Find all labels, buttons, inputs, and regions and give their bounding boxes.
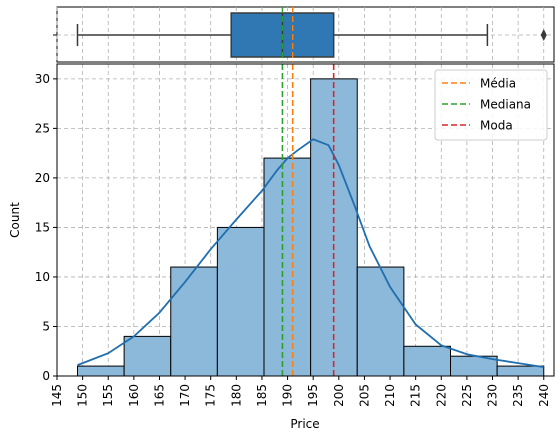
x-tick-label: 155 [101, 384, 115, 407]
histogram-bar [123, 335, 172, 377]
legend: Média Mediana Moda [434, 69, 548, 141]
histogram-panel: 145 150 155 160 165 170 175 180 185 190 195 200 205 2… [8, 63, 555, 431]
histogram-bar [403, 345, 452, 377]
histogram-bar [216, 226, 265, 377]
x-tick-label: 220 [434, 384, 448, 407]
legend-box [434, 69, 548, 141]
legend-label: Mediana [480, 98, 531, 112]
legend-label: Média [480, 77, 516, 91]
histogram-bar [170, 266, 218, 377]
kde-line [77, 138, 544, 368]
y-tick-label: 30 [35, 72, 50, 86]
x-tick-label: 145 [50, 384, 64, 407]
outlier-point [540, 29, 547, 41]
y-axis: 0 5 10 15 20 25 30 [35, 72, 57, 383]
y-tick-label: 25 [35, 121, 50, 135]
x-tick-label: 240 [537, 384, 551, 407]
y-tick-label: 5 [42, 319, 50, 333]
histogram-bar [496, 365, 545, 377]
x-axis: 145 150 155 160 165 170 175 180 185 190 195 200 205 2… [50, 376, 551, 407]
x-tick-label: 150 [76, 384, 90, 407]
y-axis-label: Count [8, 202, 22, 238]
x-tick-label: 165 [152, 384, 166, 407]
y-tick-label: 0 [42, 369, 50, 383]
boxplot-marks [76, 7, 547, 62]
stat-lines [281, 64, 335, 376]
y-tick-label: 15 [35, 220, 50, 234]
y-tick-label: 20 [35, 171, 50, 185]
x-tick-label: 205 [357, 384, 371, 407]
x-tick-label: 170 [178, 384, 192, 407]
x-tick-label: 160 [127, 384, 141, 407]
x-tick-label: 225 [460, 384, 474, 407]
legend-label: Moda [480, 119, 513, 133]
x-axis-label: Price [290, 417, 319, 431]
boxplot-panel [53, 6, 555, 63]
x-tick-label: 190 [281, 384, 295, 407]
y-tick-label: 10 [35, 270, 50, 284]
x-tick-label: 230 [486, 384, 500, 407]
histogram-frame [56, 63, 555, 377]
x-tick-label: 200 [332, 384, 346, 407]
x-tick-label: 195 [306, 384, 320, 407]
x-tick-label: 175 [204, 384, 218, 407]
x-tick-label: 215 [409, 384, 423, 407]
x-tick-label: 210 [383, 384, 397, 407]
histogram-bar [356, 266, 405, 377]
histogram-bar [76, 365, 125, 377]
x-tick-label: 185 [255, 384, 269, 407]
x-tick-label: 235 [511, 384, 525, 407]
histogram-bar [263, 157, 312, 377]
x-tick-label: 180 [229, 384, 243, 407]
